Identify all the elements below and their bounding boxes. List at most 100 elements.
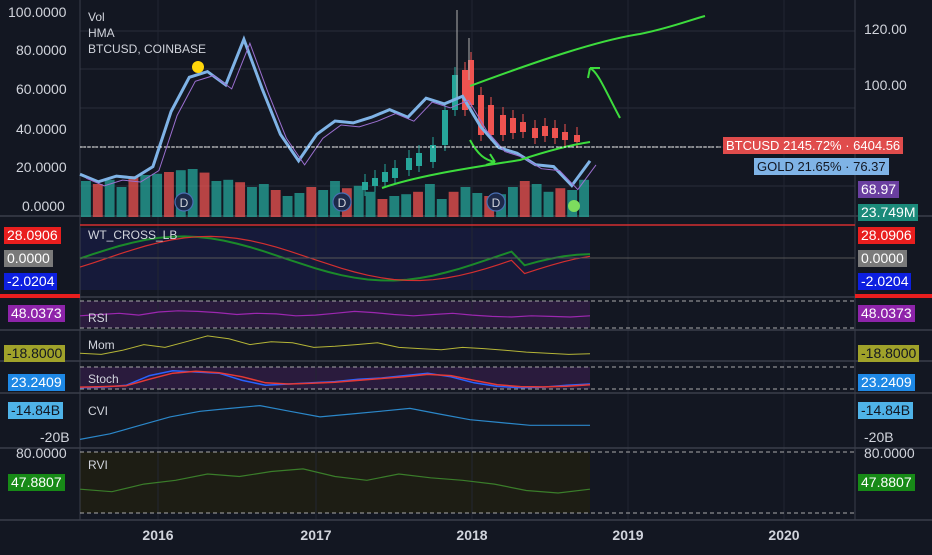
trend-line-upper <box>469 15 706 87</box>
cvi-left-tag: -14.84B <box>8 402 64 419</box>
btc-price-tag: BTCUSD 2145.72% · 6404.56 <box>723 137 904 154</box>
dividend-marker-1 <box>332 192 352 212</box>
volume-bar-36 <box>507 187 518 217</box>
volume-bar-20 <box>318 190 329 217</box>
mom-left-tag: -18.8000 <box>4 345 66 362</box>
volume-bar-4 <box>128 176 139 217</box>
annotation-arrow-down <box>469 139 496 166</box>
candle-body-12 <box>562 132 568 140</box>
rsi-right-tag: 48.0373 <box>858 305 915 322</box>
green-marker <box>568 200 580 212</box>
pane-stoch-title: Stoch <box>88 372 119 386</box>
rvi-left-top: 80.0000 <box>16 445 67 461</box>
volume-bar-40 <box>555 188 566 217</box>
volume-bar-26 <box>389 196 400 217</box>
rvi-right-tag: 47.8807 <box>858 474 915 491</box>
volume-bar-13 <box>235 182 246 217</box>
rsi-line <box>79 310 591 318</box>
candle-body-15 <box>416 153 422 166</box>
wt-shade <box>80 228 590 290</box>
candle-body-1 <box>452 75 458 110</box>
cvi-line <box>79 404 590 440</box>
x-axis-2016: 2016 <box>142 527 174 543</box>
volume-bar-5 <box>140 175 151 217</box>
volume-bar-23 <box>353 185 364 217</box>
wt-fast-line <box>79 235 591 282</box>
legend-vol: Vol <box>88 10 105 24</box>
right-scale-100: 100.00 <box>864 77 907 93</box>
candle-body-16 <box>430 145 436 162</box>
dividend-marker-label-0: D <box>180 196 189 210</box>
wt-right-mid-tag: 0.0000 <box>858 250 907 267</box>
rvi-line <box>79 468 591 494</box>
volume-bar-25 <box>377 199 388 217</box>
hma-line <box>79 35 592 188</box>
candle-body-8 <box>520 122 526 132</box>
wt-right-top-tag: 28.0906 <box>858 227 915 244</box>
volume-bar-27 <box>401 194 412 217</box>
candle-body-10 <box>542 126 548 136</box>
volume-bar-10 <box>199 172 210 217</box>
annotation-arrow-up <box>587 67 621 119</box>
wt-left-top-tag: 28.0906 <box>4 227 61 244</box>
volume-bar-9 <box>187 169 198 217</box>
volume-bar-30 <box>436 199 447 217</box>
wt-left-mid-tag: 0.0000 <box>4 250 53 267</box>
left-scale-80: 80.0000 <box>16 42 67 58</box>
volume-bar-29 <box>424 184 435 217</box>
wt-left-low-tag: -2.0204 <box>4 273 58 290</box>
wt-right-low-tag: -2.0204 <box>858 273 912 290</box>
volume-bar-32 <box>460 187 471 217</box>
rvi-band <box>80 452 590 513</box>
wt-slow-line <box>79 235 591 282</box>
candle-body-6 <box>500 115 506 135</box>
volume-bar-6 <box>152 173 163 217</box>
pane-mom-title: Mom <box>88 338 115 352</box>
volume-bar-17 <box>282 196 293 217</box>
volume-bar-14 <box>247 187 257 217</box>
left-scale-100: 100.0000 <box>8 4 67 20</box>
volume-bar-42 <box>579 179 589 217</box>
cvi-left-low: -20B <box>40 429 70 445</box>
volume-bar-19 <box>306 187 317 217</box>
volume-bar-0 <box>81 181 91 217</box>
cvi-right-low: -20B <box>864 429 894 445</box>
x-axis-2018: 2018 <box>456 527 488 543</box>
mom-line <box>79 335 591 355</box>
trend-line-lower <box>381 141 591 189</box>
volume-bar-38 <box>531 184 542 217</box>
candle-body-18 <box>382 172 388 182</box>
volume-bar-18 <box>294 193 305 217</box>
rvi-left-tag: 47.8807 <box>8 474 65 491</box>
volume-bar-7 <box>164 172 174 217</box>
candle-body-14 <box>406 158 412 170</box>
pane-cvi-title: CVI <box>88 404 109 418</box>
candle-body-11 <box>552 128 558 138</box>
mom-right-tag: -18.8000 <box>858 345 920 362</box>
pane-wt-title: WT_CROSS_LB <box>88 228 178 242</box>
candle-body-3 <box>468 60 474 105</box>
hma-shadow-line <box>85 41 597 191</box>
stoch-d-line <box>79 370 591 388</box>
volume-bar-3 <box>116 187 127 217</box>
pane-rsi-title: RSI <box>88 311 109 325</box>
dividend-marker-label-1: D <box>338 196 347 210</box>
rvi-right-top: 80.0000 <box>864 445 915 461</box>
stoch-right-tag: 23.2409 <box>858 374 915 391</box>
left-scale-20: 20.0000 <box>16 159 67 175</box>
volume-bar-33 <box>472 193 483 217</box>
volume-bar-31 <box>448 191 459 217</box>
candle-body-13 <box>574 135 580 142</box>
volume-bar-2 <box>104 179 115 217</box>
gold-price-tag: GOLD 21.65% · 76.37 <box>754 158 889 175</box>
candle-body-2 <box>462 70 468 110</box>
left-scale-0: 0.0000 <box>22 198 65 214</box>
legend-symbol[interactable]: BTCUSD, COINBASE <box>88 42 207 56</box>
volume-bar-16 <box>270 190 281 217</box>
volume-bar-12 <box>223 179 234 217</box>
left-scale-60: 60.0000 <box>16 81 67 97</box>
pane-rvi-title: RVI <box>88 458 108 472</box>
candle-body-9 <box>532 128 538 138</box>
